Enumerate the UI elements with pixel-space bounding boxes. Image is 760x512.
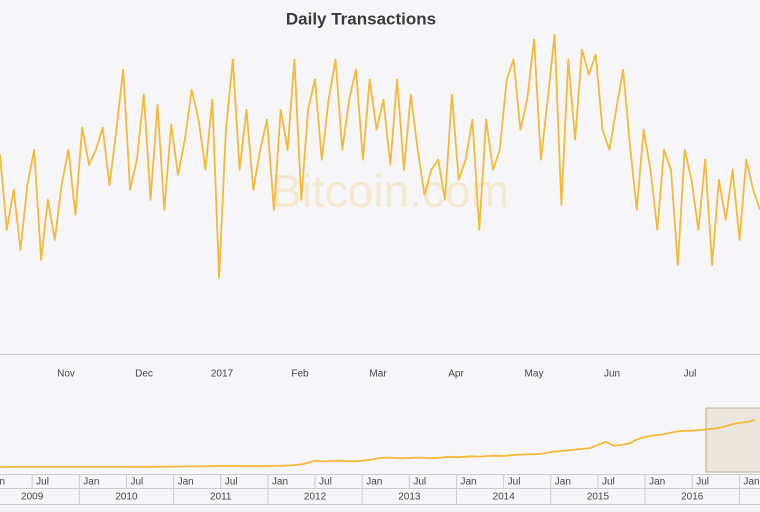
x-tick-label: Mar — [369, 369, 387, 380]
month-label: Jan — [461, 477, 477, 488]
month-label: Jul — [130, 477, 143, 488]
year-label: 2016 — [681, 492, 704, 503]
month-label: Jul — [508, 477, 521, 488]
month-label: Jul — [36, 477, 49, 488]
month-label: Jan — [83, 477, 99, 488]
x-tick-label: Jun — [604, 369, 620, 380]
x-tick-label: May — [525, 369, 544, 380]
month-label: Jan — [178, 477, 194, 488]
year-label: 2010 — [115, 492, 138, 503]
transactions-line — [0, 33, 760, 279]
year-label: 2012 — [304, 492, 327, 503]
x-tick-label: 2017 — [211, 369, 234, 380]
x-tick-label: Apr — [448, 369, 464, 380]
watermark: Bitcoin.com — [271, 165, 509, 217]
month-label: Jan — [0, 477, 5, 488]
navigator-line — [0, 418, 756, 468]
chart-title: Daily Transactions — [286, 9, 436, 28]
month-label: Jan — [649, 477, 665, 488]
year-label: 2015 — [587, 492, 610, 503]
navigator-window[interactable] — [705, 407, 760, 473]
month-label: Jul — [602, 477, 615, 488]
year-label: 2014 — [493, 492, 516, 503]
x-tick-label: Feb — [291, 369, 309, 380]
month-label: Jan — [555, 477, 571, 488]
x-tick-label: Nov — [57, 369, 75, 380]
year-label: 2013 — [398, 492, 421, 503]
year-label: 2009 — [21, 492, 44, 503]
x-tick-label: Jul — [684, 369, 697, 380]
month-label: Jul — [696, 477, 709, 488]
month-label: Jul — [413, 477, 426, 488]
month-label: Jan — [272, 477, 288, 488]
month-label: Jul — [225, 477, 238, 488]
month-label: Jan — [743, 477, 759, 488]
month-label: Jan — [366, 477, 382, 488]
x-tick-label: Dec — [135, 369, 153, 380]
year-label: 2011 — [210, 492, 232, 503]
month-label: Jul — [319, 477, 332, 488]
